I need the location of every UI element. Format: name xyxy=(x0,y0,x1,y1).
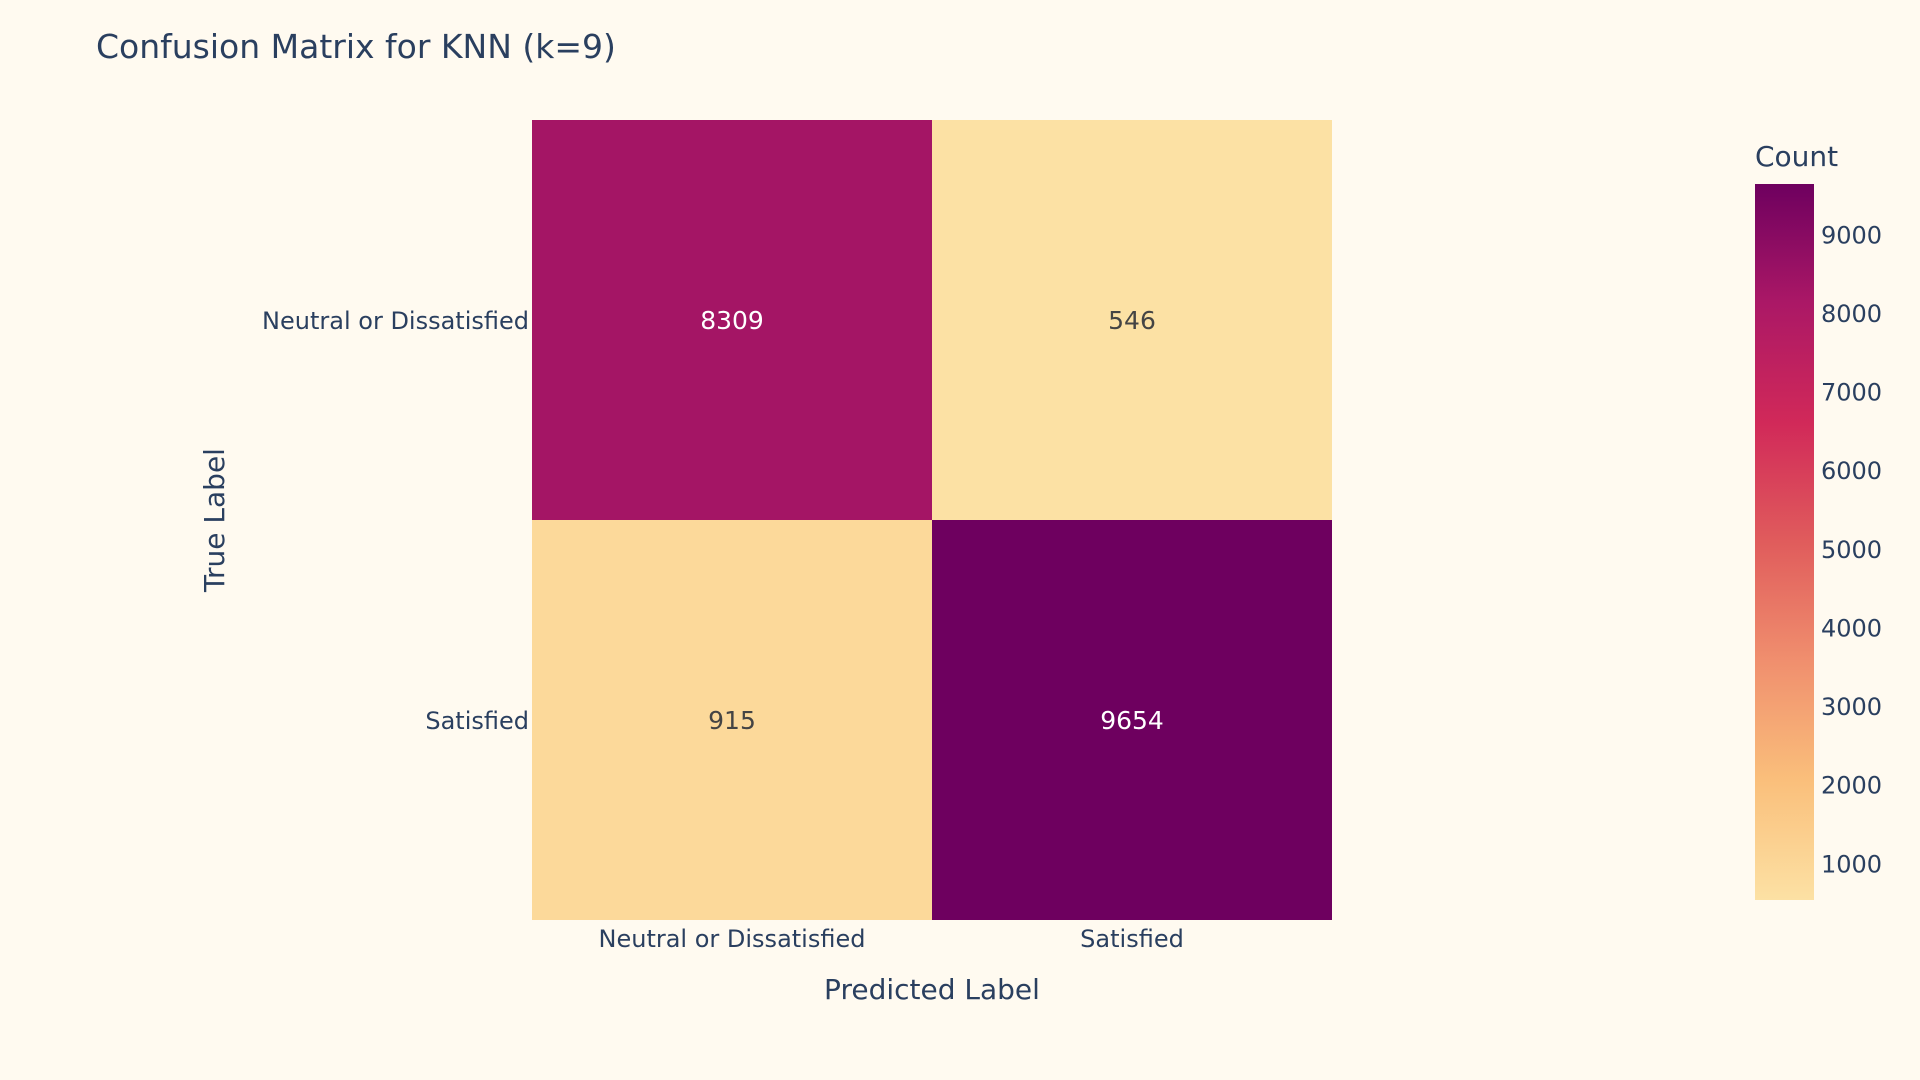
y-axis-title: True Label xyxy=(198,448,231,593)
cell-value-label: 546 xyxy=(1108,306,1156,335)
colorbar xyxy=(1755,184,1814,900)
cell-labels: 8309 546 915 9654 xyxy=(700,306,1164,735)
colorbar-title: Count xyxy=(1755,140,1838,173)
colorbar-tick-label: 4000 xyxy=(1821,614,1882,642)
heatmap-cell xyxy=(932,120,1332,520)
cell-value-label: 915 xyxy=(708,706,756,735)
colorbar-tick-label: 8000 xyxy=(1821,300,1882,328)
x-tick-label: Satisfied xyxy=(1080,925,1184,953)
cell-value-label: 8309 xyxy=(700,306,764,335)
x-axis-ticks: Neutral or Dissatisfied Satisfied xyxy=(599,925,1184,953)
colorbar-tick-label: 9000 xyxy=(1821,221,1882,249)
cell-value-label: 9654 xyxy=(1100,706,1164,735)
colorbar-tick-label: 7000 xyxy=(1821,379,1882,407)
heatmap-cell xyxy=(932,520,1332,920)
heatmap-cell xyxy=(532,520,932,920)
chart-title: Confusion Matrix for KNN (k=9) xyxy=(96,27,616,66)
heatmap-cells xyxy=(532,120,1332,920)
x-tick-label: Neutral or Dissatisfied xyxy=(599,925,866,953)
colorbar-tick-label: 5000 xyxy=(1821,536,1882,564)
heatmap-cell xyxy=(532,120,932,520)
colorbar-tick-label: 2000 xyxy=(1821,772,1882,800)
colorbar-ticks: 1000 2000 3000 4000 5000 6000 7000 8000 9000 xyxy=(1821,221,1882,878)
colorbar-tick-label: 1000 xyxy=(1821,850,1882,878)
y-tick-label: Satisfied xyxy=(425,707,529,735)
colorbar-tick-label: 3000 xyxy=(1821,693,1882,721)
x-axis-title: Predicted Label xyxy=(824,973,1040,1006)
y-tick-label: Neutral or Dissatisfied xyxy=(262,307,529,335)
y-axis-ticks: Neutral or Dissatisfied Satisfied xyxy=(262,307,529,735)
colorbar-tick-label: 6000 xyxy=(1821,457,1882,485)
